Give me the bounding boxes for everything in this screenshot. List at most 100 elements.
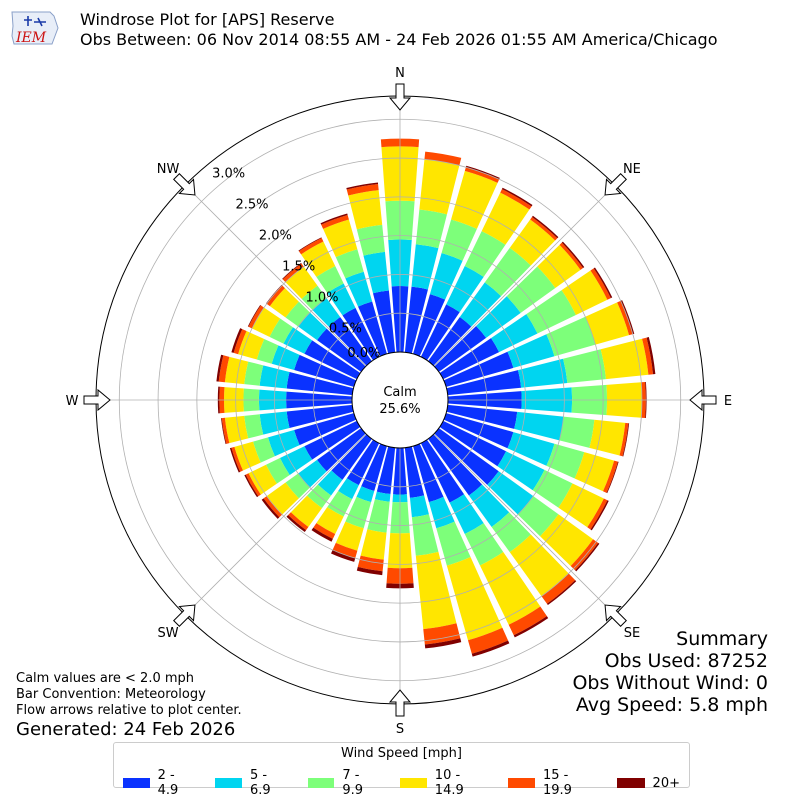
summary-heading: Summary [676,628,768,650]
windrose-bar-segment [373,290,396,354]
windrose-bar-segment [411,514,439,556]
windrose-bar-segment [646,337,656,375]
windrose-bar-segment [338,478,359,500]
radial-tick-label: 2.5% [235,198,268,213]
windrose-bar-segment [558,483,604,528]
windrose-bar-segment [449,494,484,535]
legend-label: 10 - 14.9 [434,768,464,798]
windrose-bar-segment [216,354,224,382]
compass-label: NW [157,162,180,177]
windrose-bar-segment [231,446,244,472]
windrose-bar-segment [575,542,600,572]
legend-items: 2 - 4.9 5 - 6.9 7 - 9.9 10 - 14.9 15 - 1… [114,768,689,798]
windrose-bar-segment [530,216,558,241]
windrose-bar-segment [244,474,259,498]
windrose-bar-segment [267,429,300,457]
legend-item: 7 - 9.9 [307,768,382,798]
windrose-bar-segment [467,627,509,654]
windrose-bar-segment [434,428,499,485]
windrose-bar-segment [423,623,461,645]
windrose-bar-segment [218,355,230,383]
windrose-bar-segment [286,404,354,428]
windrose-bar-segment [316,265,344,293]
windrose-bar-segment [415,209,447,249]
windrose-bar-segment [285,473,310,499]
windrose-bar-segment [259,411,290,435]
windrose-bar-segment [546,316,596,357]
windrose-bar-segment [464,523,504,566]
compass-arrow-icon [689,388,717,412]
windrose-bar-segment [517,496,559,537]
windrose-bar-segment [313,523,336,539]
windrose-bar-segment [279,446,313,475]
windrose-bar-segment [248,305,265,329]
windrose-bar-segment [345,271,373,307]
obs-used: Obs Used: 87252 [604,650,768,672]
windrose-bar-segment [317,328,366,372]
radial-tick-label: 2.0% [259,229,292,244]
windrose-bar-segment [574,452,615,492]
windrose-bar-segment [439,420,507,467]
title-line-1: Windrose Plot for [APS] Reserve [80,10,335,29]
windrose-bar-segment [559,242,584,270]
windrose-bar-segment [506,266,556,313]
windrose-bar-segment [265,458,290,484]
windrose-bar-segment [263,496,283,518]
windrose-bar-segment [509,534,569,597]
windrose-bar-segment [224,356,249,385]
windrose-bar-segment [441,219,477,261]
windrose-bar-segment [342,307,380,361]
windrose-bar-segment [298,238,324,255]
windrose-bar-segment [376,446,396,495]
windrose-bar-segment [642,337,654,375]
windrose-bar-segment [256,338,279,364]
windrose-bar-segment [500,189,532,210]
legend-label: 7 - 9.9 [342,768,364,798]
windrose-bar-segment [491,512,531,553]
windrose-bar-segment [327,491,353,517]
iem-logo: IEM [11,11,59,46]
angular-grid-line [433,433,616,616]
chart-title: Windrose Plot for [APS] Reserve Obs Betw… [80,10,718,50]
legend-item: 10 - 14.9 [400,768,490,798]
windrose-bar-segment [491,314,538,353]
windrose-bar-segment [253,437,275,463]
windrose-bar-segment [285,301,310,327]
radial-tick-label: 1.5% [282,260,315,275]
compass-arrow-icon [173,173,196,196]
windrose-bar-segment [546,580,577,606]
windrose-bar-segment [514,411,564,441]
windrose-bar-segment [409,495,429,518]
windrose-bar-segment [585,302,630,345]
windrose-bar-segment [508,606,547,636]
windrose-bar-segment [446,404,518,429]
legend: Wind Speed [mph] 2 - 4.9 5 - 6.9 7 - 9.9… [113,742,690,798]
calm-circle [351,351,449,449]
angular-grid-line [184,433,367,616]
windrose-bar-segment [266,285,285,307]
windrose-bar-segment [335,249,364,279]
windrose-bar-segment [320,213,348,225]
windrose-bar-segment [294,354,357,387]
windrose-bar-segment [244,414,264,439]
windrose-bar-segment [238,331,265,360]
windrose-bar-segment [481,192,530,245]
windrose-bar-segment [471,640,510,657]
windrose-bar-segment [283,327,313,354]
compass-label: N [395,66,405,81]
windrose-bar-segment [563,349,606,383]
windrose-bar-segment [294,413,357,446]
windrose-bar-segment [356,224,385,256]
obs-without-wind: Obs Without Wind: 0 [572,672,768,694]
legend-item: 20+ [616,768,680,798]
iem-logo-text: IEM [15,30,47,46]
windrose-bar-segment [593,267,613,299]
windrose-bar-segment [234,441,261,471]
windrose-bar-segment [317,470,343,496]
bar-convention-note: Bar Convention: Meteorology [16,687,206,702]
legend-label: 5 - 6.9 [249,768,271,798]
windrose-bar-segment [561,270,608,315]
windrose-bar-segment [602,460,618,493]
windrose-bar-segment [247,304,261,327]
